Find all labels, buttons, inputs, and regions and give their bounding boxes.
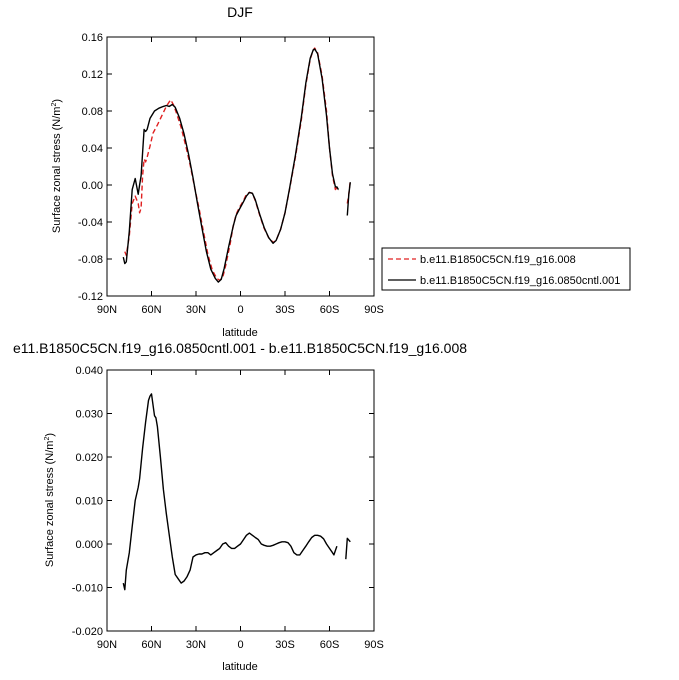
x-tick-label: 90S: [364, 639, 384, 651]
series-2-line: [122, 48, 340, 283]
y-tick-label: 0.08: [82, 106, 103, 118]
y-tick-label: 0.12: [82, 69, 103, 81]
bottom-plot-title: e11.B1850C5CN.f19_g16.0850cntl.001 - b.e…: [13, 340, 467, 356]
y-tick-label: 0.16: [82, 32, 103, 44]
y-tick-label: 0.040: [75, 365, 103, 377]
x-tick-label: 60N: [141, 304, 161, 316]
y-tick-label: 0.030: [75, 409, 103, 421]
top-plot-title: DJF: [227, 4, 253, 20]
y-tick-label: -0.12: [78, 291, 103, 303]
top-plot-x-label: latitude: [222, 327, 257, 339]
x-tick-label: 30S: [275, 304, 295, 316]
top-plot-frame: [106, 36, 375, 297]
legend-box: [381, 247, 631, 291]
x-tick-label: 30S: [275, 639, 295, 651]
y-tick-label: 0.020: [75, 452, 103, 464]
bottom-plot-x-label: latitude: [222, 661, 257, 673]
y-tick-label: -0.020: [72, 626, 103, 638]
y-tick-label: -0.04: [78, 217, 103, 229]
top-plot-y-label: Surface zonal stress (N/m2): [51, 99, 63, 233]
x-tick-label: 30N: [186, 304, 206, 316]
legend: b.e11.B1850C5CN.f19_g16.008 b.e11.B1850C…: [381, 247, 631, 291]
y-tick-label: 0.010: [75, 496, 103, 508]
x-tick-label: 90N: [97, 304, 117, 316]
x-tick-label: 60N: [141, 639, 161, 651]
legend-label-series-2: b.e11.B1850C5CN.f19_g16.0850cntl.001: [420, 275, 620, 287]
x-tick-label: 30N: [186, 639, 206, 651]
x-tick-label: 60S: [320, 304, 340, 316]
x-tick-label: 0: [237, 304, 243, 316]
y-tick-label: -0.08: [78, 254, 103, 266]
bottom-plot: e11.B1850C5CN.f19_g16.0850cntl.001 - b.e…: [13, 340, 467, 673]
top-plot: DJF -0.12-0.08-0.040.000.040.080.120.16 …: [51, 4, 384, 339]
series-1-line: [122, 393, 338, 591]
series-2-line: [346, 182, 351, 216]
y-tick-label: 0.04: [82, 143, 103, 155]
legend-label-series-1: b.e11.B1850C5CN.f19_g16.008: [420, 254, 576, 266]
bottom-plot-y-label: Surface zonal stress (N/m2): [44, 433, 56, 567]
y-tick-label: -0.010: [72, 583, 103, 595]
y-tick-label: 0.00: [82, 180, 103, 192]
x-tick-label: 90N: [97, 639, 117, 651]
x-tick-label: 60S: [320, 639, 340, 651]
y-tick-label: 0.000: [75, 539, 103, 551]
series-1-line: [345, 537, 351, 560]
x-tick-label: 0: [237, 639, 243, 651]
x-tick-label: 90S: [364, 304, 384, 316]
